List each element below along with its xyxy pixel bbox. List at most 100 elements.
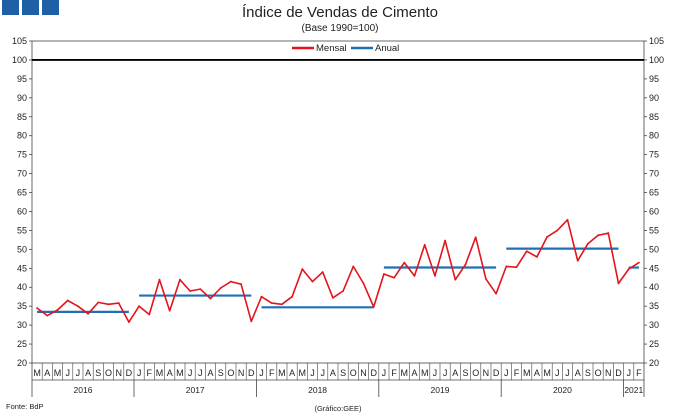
x-month-label: M bbox=[176, 368, 184, 378]
mensal-point bbox=[77, 305, 79, 308]
mensal-point bbox=[107, 303, 110, 306]
mensal-point bbox=[270, 302, 273, 305]
y-tick-label-right: 105 bbox=[649, 36, 664, 46]
x-month-label: J bbox=[555, 368, 560, 378]
mensal-point bbox=[617, 282, 620, 285]
mensal-point bbox=[311, 280, 314, 283]
mensal-point bbox=[179, 278, 181, 281]
y-tick-label-left: 60 bbox=[17, 206, 27, 216]
mensal-point bbox=[158, 278, 161, 281]
mensal-point bbox=[515, 266, 518, 269]
x-month-label: S bbox=[462, 368, 468, 378]
y-tick-label-left: 70 bbox=[17, 169, 27, 179]
mensal-point bbox=[464, 263, 467, 266]
y-tick-label-left: 25 bbox=[17, 339, 27, 349]
mensal-point bbox=[413, 274, 416, 277]
mensal-point bbox=[127, 321, 130, 323]
y-tick-label-right: 80 bbox=[649, 131, 659, 141]
y-tick-label-right: 20 bbox=[649, 358, 659, 368]
plot-frame bbox=[31, 40, 645, 364]
y-tick-label-left: 90 bbox=[17, 93, 27, 103]
x-year-label: 2016 bbox=[74, 385, 93, 395]
y-axis-right: 20 25 30 35 40 45 50 55 60 65 70 75 80 85 90 95 100 105 bbox=[644, 36, 664, 368]
y-tick-label-left: 35 bbox=[17, 301, 27, 311]
mensal-point bbox=[230, 280, 232, 283]
mensal-point bbox=[566, 218, 569, 221]
mensal-point bbox=[209, 297, 212, 300]
plot-area bbox=[31, 40, 645, 364]
y-tick-label-right: 65 bbox=[649, 188, 659, 198]
series-layer bbox=[36, 218, 640, 323]
y-tick-label-right: 40 bbox=[649, 282, 659, 292]
mensal-point bbox=[66, 299, 69, 302]
x-month-label: J bbox=[433, 368, 438, 378]
mensal-point bbox=[342, 290, 344, 292]
x-month-label: J bbox=[626, 368, 631, 378]
x-month-label: N bbox=[605, 368, 612, 378]
mensal-point bbox=[199, 288, 202, 291]
y-tick-label-right: 50 bbox=[649, 244, 659, 254]
x-month-label: M bbox=[543, 368, 551, 378]
mensal-point bbox=[638, 261, 640, 264]
x-year-label: 2019 bbox=[431, 385, 450, 395]
mensal-point bbox=[301, 268, 304, 270]
y-tick-label-left: 85 bbox=[17, 112, 27, 122]
x-month-label: N bbox=[115, 368, 122, 378]
legend: Mensal Anual bbox=[292, 43, 399, 54]
x-month-label: D bbox=[615, 368, 622, 378]
mensal-point bbox=[219, 287, 222, 289]
x-month-label: F bbox=[514, 368, 520, 378]
x-month-label: F bbox=[636, 368, 642, 378]
x-year-label: 2020 bbox=[553, 385, 572, 395]
y-tick-label-left: 105 bbox=[12, 36, 27, 46]
x-month-label: J bbox=[65, 368, 70, 378]
x-month-label: S bbox=[340, 368, 346, 378]
mensal-point bbox=[168, 309, 171, 312]
mensal-point bbox=[321, 271, 324, 273]
mensal-point bbox=[332, 296, 334, 299]
y-tick-label-left: 45 bbox=[17, 263, 27, 273]
mensal-point bbox=[576, 259, 579, 262]
legend-label-mensal: Mensal bbox=[316, 43, 347, 54]
x-month-label: F bbox=[147, 368, 153, 378]
x-month-label: A bbox=[452, 368, 458, 378]
y-tick-label-right: 85 bbox=[649, 112, 659, 122]
x-month-label: D bbox=[370, 368, 377, 378]
chart-title: Índice de Vendas de Cimento bbox=[242, 4, 438, 21]
x-month-label: A bbox=[167, 368, 173, 378]
y-tick-label-left: 20 bbox=[17, 358, 27, 368]
x-month-label: A bbox=[85, 368, 91, 378]
mensal-point bbox=[556, 229, 559, 232]
x-month-label: D bbox=[248, 368, 255, 378]
x-month-label: A bbox=[534, 368, 540, 378]
y-tick-label-right: 55 bbox=[649, 225, 659, 235]
x-month-label: O bbox=[350, 368, 357, 378]
x-month-label: D bbox=[126, 368, 133, 378]
x-month-label: J bbox=[259, 368, 264, 378]
mensal-point bbox=[536, 256, 538, 258]
mensal-point bbox=[525, 250, 528, 253]
mensal-point bbox=[291, 295, 293, 298]
mensal-point bbox=[56, 309, 59, 311]
x-month-label: A bbox=[44, 368, 50, 378]
y-tick-label-left: 75 bbox=[17, 150, 27, 160]
x-month-label: S bbox=[218, 368, 224, 378]
y-tick-label-left: 50 bbox=[17, 244, 27, 254]
mensal-point bbox=[546, 235, 548, 238]
y-tick-label-right: 75 bbox=[649, 150, 659, 160]
mensal-point bbox=[372, 306, 375, 308]
mensal-point bbox=[260, 295, 263, 298]
x-month-label: J bbox=[382, 368, 387, 378]
mensal-point bbox=[423, 243, 426, 246]
x-month-label: N bbox=[483, 368, 490, 378]
mensal-point bbox=[607, 232, 610, 234]
mensal-point bbox=[250, 320, 253, 323]
logo bbox=[2, 0, 59, 15]
mensal-series-line bbox=[36, 219, 640, 323]
x-month-label: M bbox=[523, 368, 531, 378]
y-tick-label-left: 95 bbox=[17, 74, 27, 84]
y-tick-label-left: 100 bbox=[12, 55, 27, 65]
x-month-label: M bbox=[33, 368, 41, 378]
